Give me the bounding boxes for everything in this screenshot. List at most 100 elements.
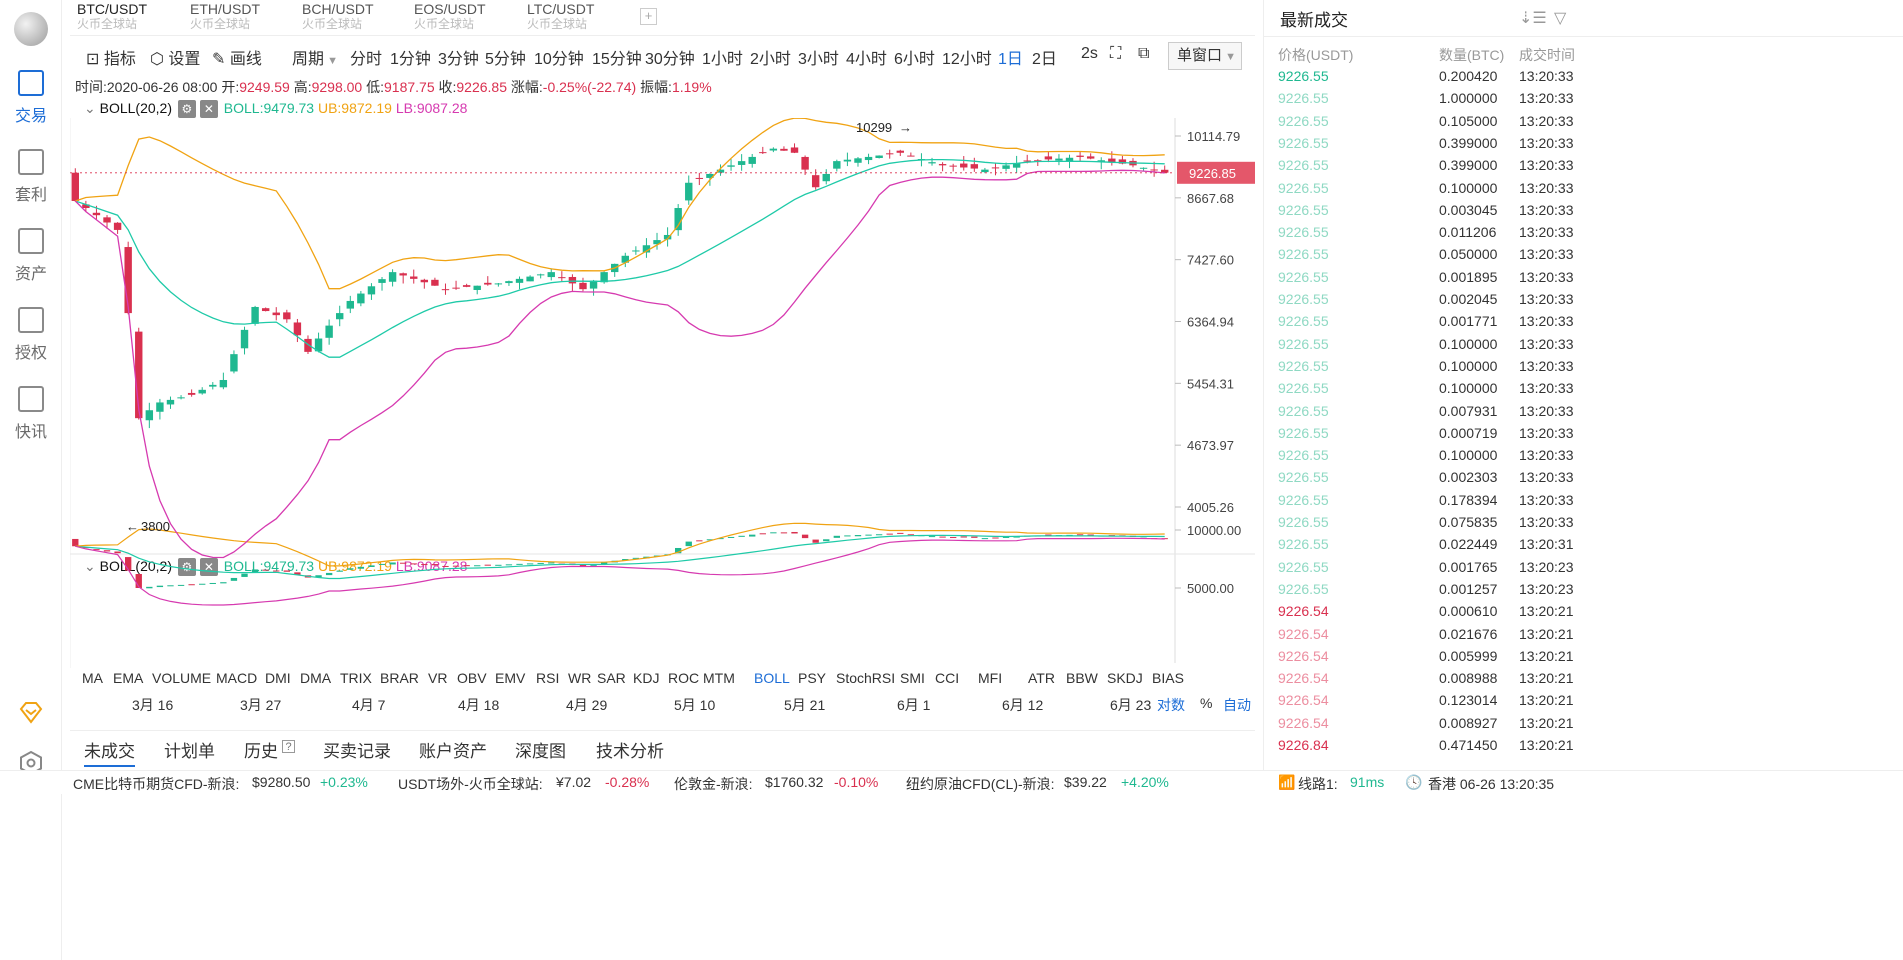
collapse-chevron-icon[interactable]: ⌄: [84, 558, 100, 574]
indicator-option[interactable]: KDJ: [633, 670, 660, 686]
indicator-option[interactable]: MTM: [703, 670, 735, 686]
gear-icon[interactable]: ⚙: [177, 558, 196, 577]
tab-bch-usdt[interactable]: BCH/USDT 火币全球站: [302, 2, 374, 36]
period-option[interactable]: 4小时: [846, 51, 887, 68]
indicator-option[interactable]: OBV: [457, 670, 487, 686]
indicator-option[interactable]: SAR: [597, 670, 626, 686]
settings-button[interactable]: ⬡ 设置: [150, 45, 200, 69]
indicator-option[interactable]: CCI: [935, 670, 960, 686]
period-option[interactable]: 1小时: [702, 51, 743, 68]
tab-btc-usdt[interactable]: BTC/USDT 火币全球站: [77, 2, 147, 36]
bottom-tab[interactable]: 深度图: [515, 742, 566, 761]
bottom-tab[interactable]: 买卖记录: [323, 742, 391, 761]
indicator-option[interactable]: BIAS: [1152, 670, 1184, 686]
period-dropdown[interactable]: 周期 ▼: [292, 45, 338, 69]
indicator-option[interactable]: VR: [428, 670, 448, 686]
gear-icon[interactable]: ⚙: [177, 100, 196, 119]
period-option[interactable]: 2小时: [750, 51, 791, 68]
indicator-option[interactable]: DMI: [265, 670, 291, 686]
indicator-option[interactable]: SKDJ: [1107, 670, 1143, 686]
period-option[interactable]: 3小时: [798, 51, 839, 68]
vip-diamond-icon[interactable]: [18, 700, 44, 726]
indicator-option[interactable]: VOLUME: [152, 670, 212, 686]
trade-time: 13:20:33: [1519, 157, 1574, 174]
indicator-option[interactable]: PSY: [798, 670, 827, 686]
period-option[interactable]: 10分钟: [534, 51, 584, 68]
ticker-label[interactable]: 伦敦金-新浪:: [674, 776, 753, 792]
tab-ltc-usdt[interactable]: LTC/USDT 火币全球站: [527, 2, 594, 36]
indicator-option[interactable]: EMV: [495, 670, 526, 686]
add-tab-button[interactable]: +: [640, 8, 657, 25]
date-tick: 6月 1: [897, 697, 931, 713]
period-option[interactable]: 12小时: [942, 51, 992, 68]
indicator-option[interactable]: SMI: [900, 670, 925, 686]
candlestick-chart[interactable]: 10114.79 8667.68 7427.60 6364.94 5454.31 4673…: [70, 118, 1255, 668]
ticker-label[interactable]: CME比特币期货CFD-新浪:: [73, 776, 240, 792]
indicator-option[interactable]: EMA: [113, 670, 144, 686]
indicator-option[interactable]: WR: [568, 670, 592, 686]
chevron-down-icon: ▼: [1222, 51, 1236, 63]
indicator-option[interactable]: BRAR: [380, 670, 419, 686]
sidebar-item-arbitrage[interactable]: 套利: [0, 149, 62, 205]
bottom-tab[interactable]: 计划单: [164, 742, 215, 761]
candle-body: [1139, 167, 1148, 169]
bottom-tab[interactable]: 历史: [244, 742, 278, 761]
popout-icon[interactable]: ⧉: [1138, 45, 1150, 62]
filter-icon[interactable]: ▽: [1554, 10, 1567, 27]
percent-scale-toggle[interactable]: %: [1200, 695, 1213, 711]
line-label[interactable]: 线路1:: [1298, 776, 1338, 792]
indicator-option[interactable]: StochRSI: [836, 670, 896, 686]
auto-scale-toggle[interactable]: 自动: [1223, 697, 1251, 713]
collapse-chevron-icon[interactable]: ⌄: [84, 100, 100, 116]
indicator-option[interactable]: MACD: [216, 670, 258, 686]
indicator-list: MA EMA VOLUME MACD DMI DMA TRIX BRAR VR OBV EMV RSI…: [70, 670, 1184, 690]
trade-row: 9226.54 0.021676 13:20:21: [1264, 626, 1903, 648]
tab-eos-usdt[interactable]: EOS/USDT 火币全球站: [414, 2, 486, 36]
draw-button[interactable]: ✎ 画线: [212, 45, 262, 69]
candle-body: [505, 281, 513, 284]
period-option[interactable]: 3分钟: [438, 51, 479, 68]
mini-candle: [548, 562, 555, 564]
period-option[interactable]: 1日: [998, 51, 1023, 68]
sort-icon[interactable]: ⇣☰: [1519, 10, 1547, 27]
indicator-option[interactable]: BBW: [1066, 670, 1098, 686]
indicator-option[interactable]: RSI: [536, 670, 560, 686]
bottom-tab[interactable]: 账户资产: [419, 742, 487, 761]
indicator-option[interactable]: MFI: [978, 670, 1003, 686]
sidebar-item-assets[interactable]: 资产: [0, 228, 62, 284]
help-icon[interactable]: ?: [282, 740, 295, 753]
period-option[interactable]: 6小时: [894, 51, 935, 68]
period-option[interactable]: 2日: [1032, 51, 1057, 68]
bottom-tab[interactable]: 未成交: [84, 737, 135, 767]
ticker-label[interactable]: USDT场外-火币全球站:: [398, 776, 543, 792]
sidebar-item-auth[interactable]: 授权: [0, 307, 62, 363]
indicator-option[interactable]: ROC: [668, 670, 700, 686]
sidebar-item-trade[interactable]: 交易: [0, 70, 62, 126]
period-option[interactable]: 1分钟: [390, 51, 431, 68]
period-option[interactable]: 15分钟: [592, 51, 642, 68]
indicator-option[interactable]: BOLL: [754, 670, 790, 686]
sidebar-item-news[interactable]: 快讯: [0, 386, 62, 442]
indicator-option[interactable]: TRIX: [340, 670, 372, 686]
tab-eth-usdt[interactable]: ETH/USDT 火币全球站: [190, 2, 260, 36]
ticker-label[interactable]: 纽约原油CFD(CL)-新浪:: [906, 776, 1055, 792]
indicator-button[interactable]: ⊡ 指标: [86, 45, 136, 69]
candle-body: [1076, 155, 1084, 157]
bottom-tab[interactable]: 技术分析: [596, 742, 664, 761]
indicator-option[interactable]: DMA: [300, 670, 332, 686]
window-mode-select[interactable]: 单窗口 ▼: [1168, 42, 1242, 70]
recent-trades-panel: 最新成交 ⇣☰ ▽ 价格(USDT) 数量(BTC) 成交时间 9226.55 0…: [1263, 0, 1903, 770]
candle-body: [156, 402, 164, 412]
tab-exchange: 火币全球站: [414, 17, 475, 31]
refresh-interval[interactable]: 2s: [1081, 45, 1098, 62]
period-option[interactable]: 5分钟: [485, 51, 526, 68]
indicator-option[interactable]: MA: [82, 670, 103, 686]
trade-row: 9226.55 0.100000 13:20:33: [1264, 358, 1903, 380]
close-icon[interactable]: ✕: [199, 100, 218, 119]
log-scale-toggle[interactable]: 对数: [1157, 697, 1185, 713]
period-option[interactable]: 30分钟: [645, 51, 695, 68]
boll-lb: LB:9087.28: [395, 558, 468, 574]
period-option[interactable]: 分时: [350, 51, 383, 68]
indicator-option[interactable]: ATR: [1028, 670, 1055, 686]
fullscreen-icon[interactable]: ⛶: [1110, 45, 1122, 62]
